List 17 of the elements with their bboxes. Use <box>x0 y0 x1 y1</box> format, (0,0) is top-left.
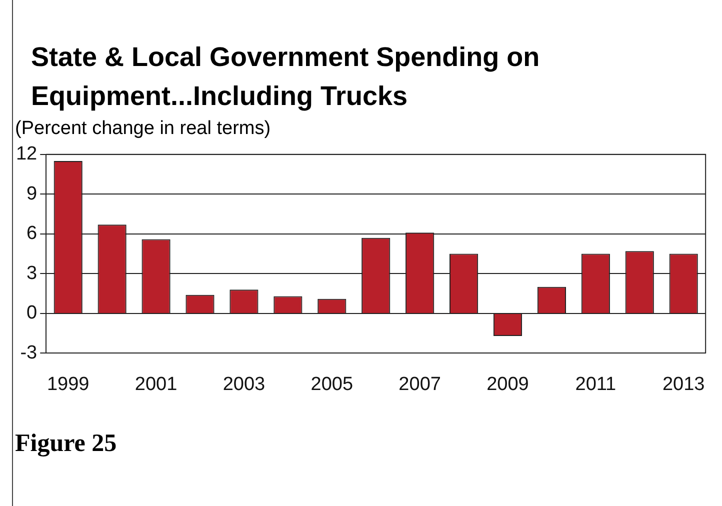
chart-title: State & Local Government Spending on Equipment...Including Trucks <box>31 41 541 113</box>
y-tick-label: 12 <box>16 144 38 165</box>
x-tick-label: 2013 <box>662 374 705 395</box>
y-tick-label: -3 <box>20 342 38 364</box>
x-tick-label: 2001 <box>134 374 178 395</box>
x-tick-label: 2005 <box>310 374 354 395</box>
y-tick-label: 0 <box>26 302 38 324</box>
x-tick-label: 2007 <box>398 374 441 395</box>
x-tick-label: 1999 <box>46 374 90 395</box>
y-tick-label: 6 <box>26 223 38 244</box>
x-tick-label: 2011 <box>575 374 616 395</box>
y-tick-label: 9 <box>26 183 38 204</box>
x-tick-label: 2009 <box>486 374 529 395</box>
caption: Figure 25 <box>15 430 117 458</box>
x-tick-label: 2003 <box>222 374 266 395</box>
chart-subtitle: (Percent change in real terms) <box>15 118 271 140</box>
y-tick-label: 3 <box>26 262 38 284</box>
